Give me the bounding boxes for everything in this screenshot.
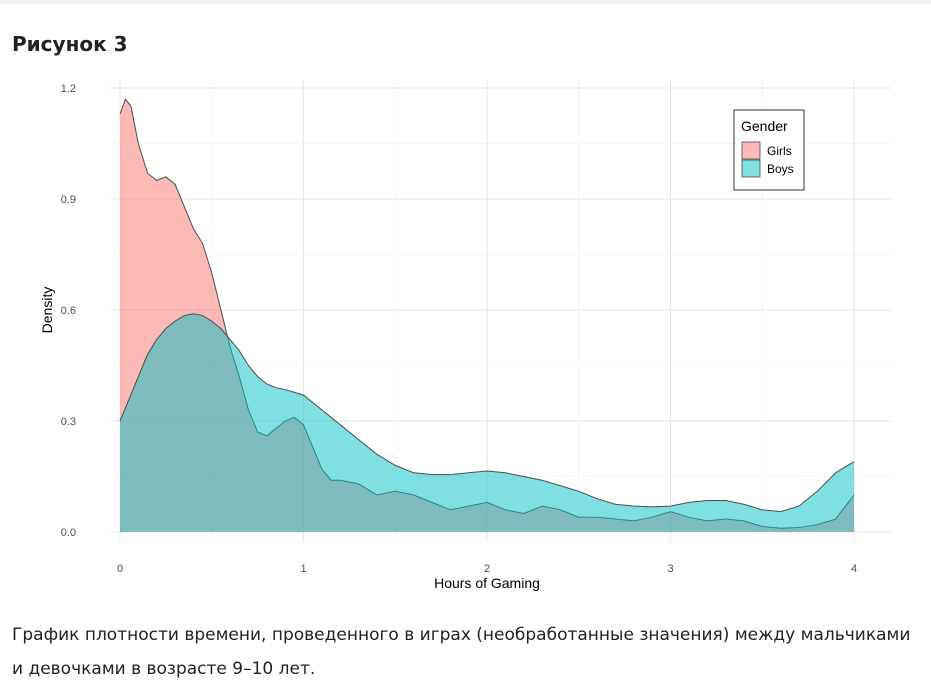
density-areas — [119, 98, 855, 532]
x-tick-label: 1 — [300, 563, 306, 575]
axis-ticks: 0 1 2 3 4 0.0 0.3 0.6 0.9 1.2 — [61, 83, 857, 575]
x-tick-label: 2 — [484, 563, 490, 575]
legend: Gender Girls Boys — [733, 109, 805, 191]
density-chart: 0 1 2 3 4 0.0 0.3 0.6 0.9 1.2 Hours of Gaming Den… — [39, 80, 891, 591]
y-tick-label: 0.9 — [61, 194, 76, 206]
legend-label-girls: Girls — [767, 144, 792, 158]
line-boys — [119, 313, 855, 513]
y-tick-label: 1.2 — [61, 83, 76, 95]
legend-title: Gender — [741, 118, 788, 134]
legend-label-boys: Boys — [767, 162, 794, 176]
area-boys — [120, 313, 854, 532]
y-tick-label: 0.3 — [61, 416, 76, 428]
figure-title: Рисунок 3 — [12, 32, 128, 56]
legend-items: Girls Boys — [741, 141, 794, 178]
x-tick-label: 0 — [117, 563, 123, 575]
grid-lines — [110, 80, 891, 542]
figure-caption: График плотности времени, проведенного в… — [12, 625, 911, 679]
y-tick-label: 0.0 — [61, 527, 76, 539]
legend-swatch-girls — [741, 141, 761, 160]
x-axis-label: Hours of Gaming — [434, 575, 540, 591]
x-tick-label: 3 — [667, 563, 673, 575]
x-tick-label: 4 — [851, 563, 857, 575]
y-axis-label: Density — [39, 287, 55, 334]
top-bar — [0, 0, 931, 4]
y-tick-label: 0.6 — [61, 305, 76, 317]
legend-swatch-boys — [741, 159, 761, 178]
